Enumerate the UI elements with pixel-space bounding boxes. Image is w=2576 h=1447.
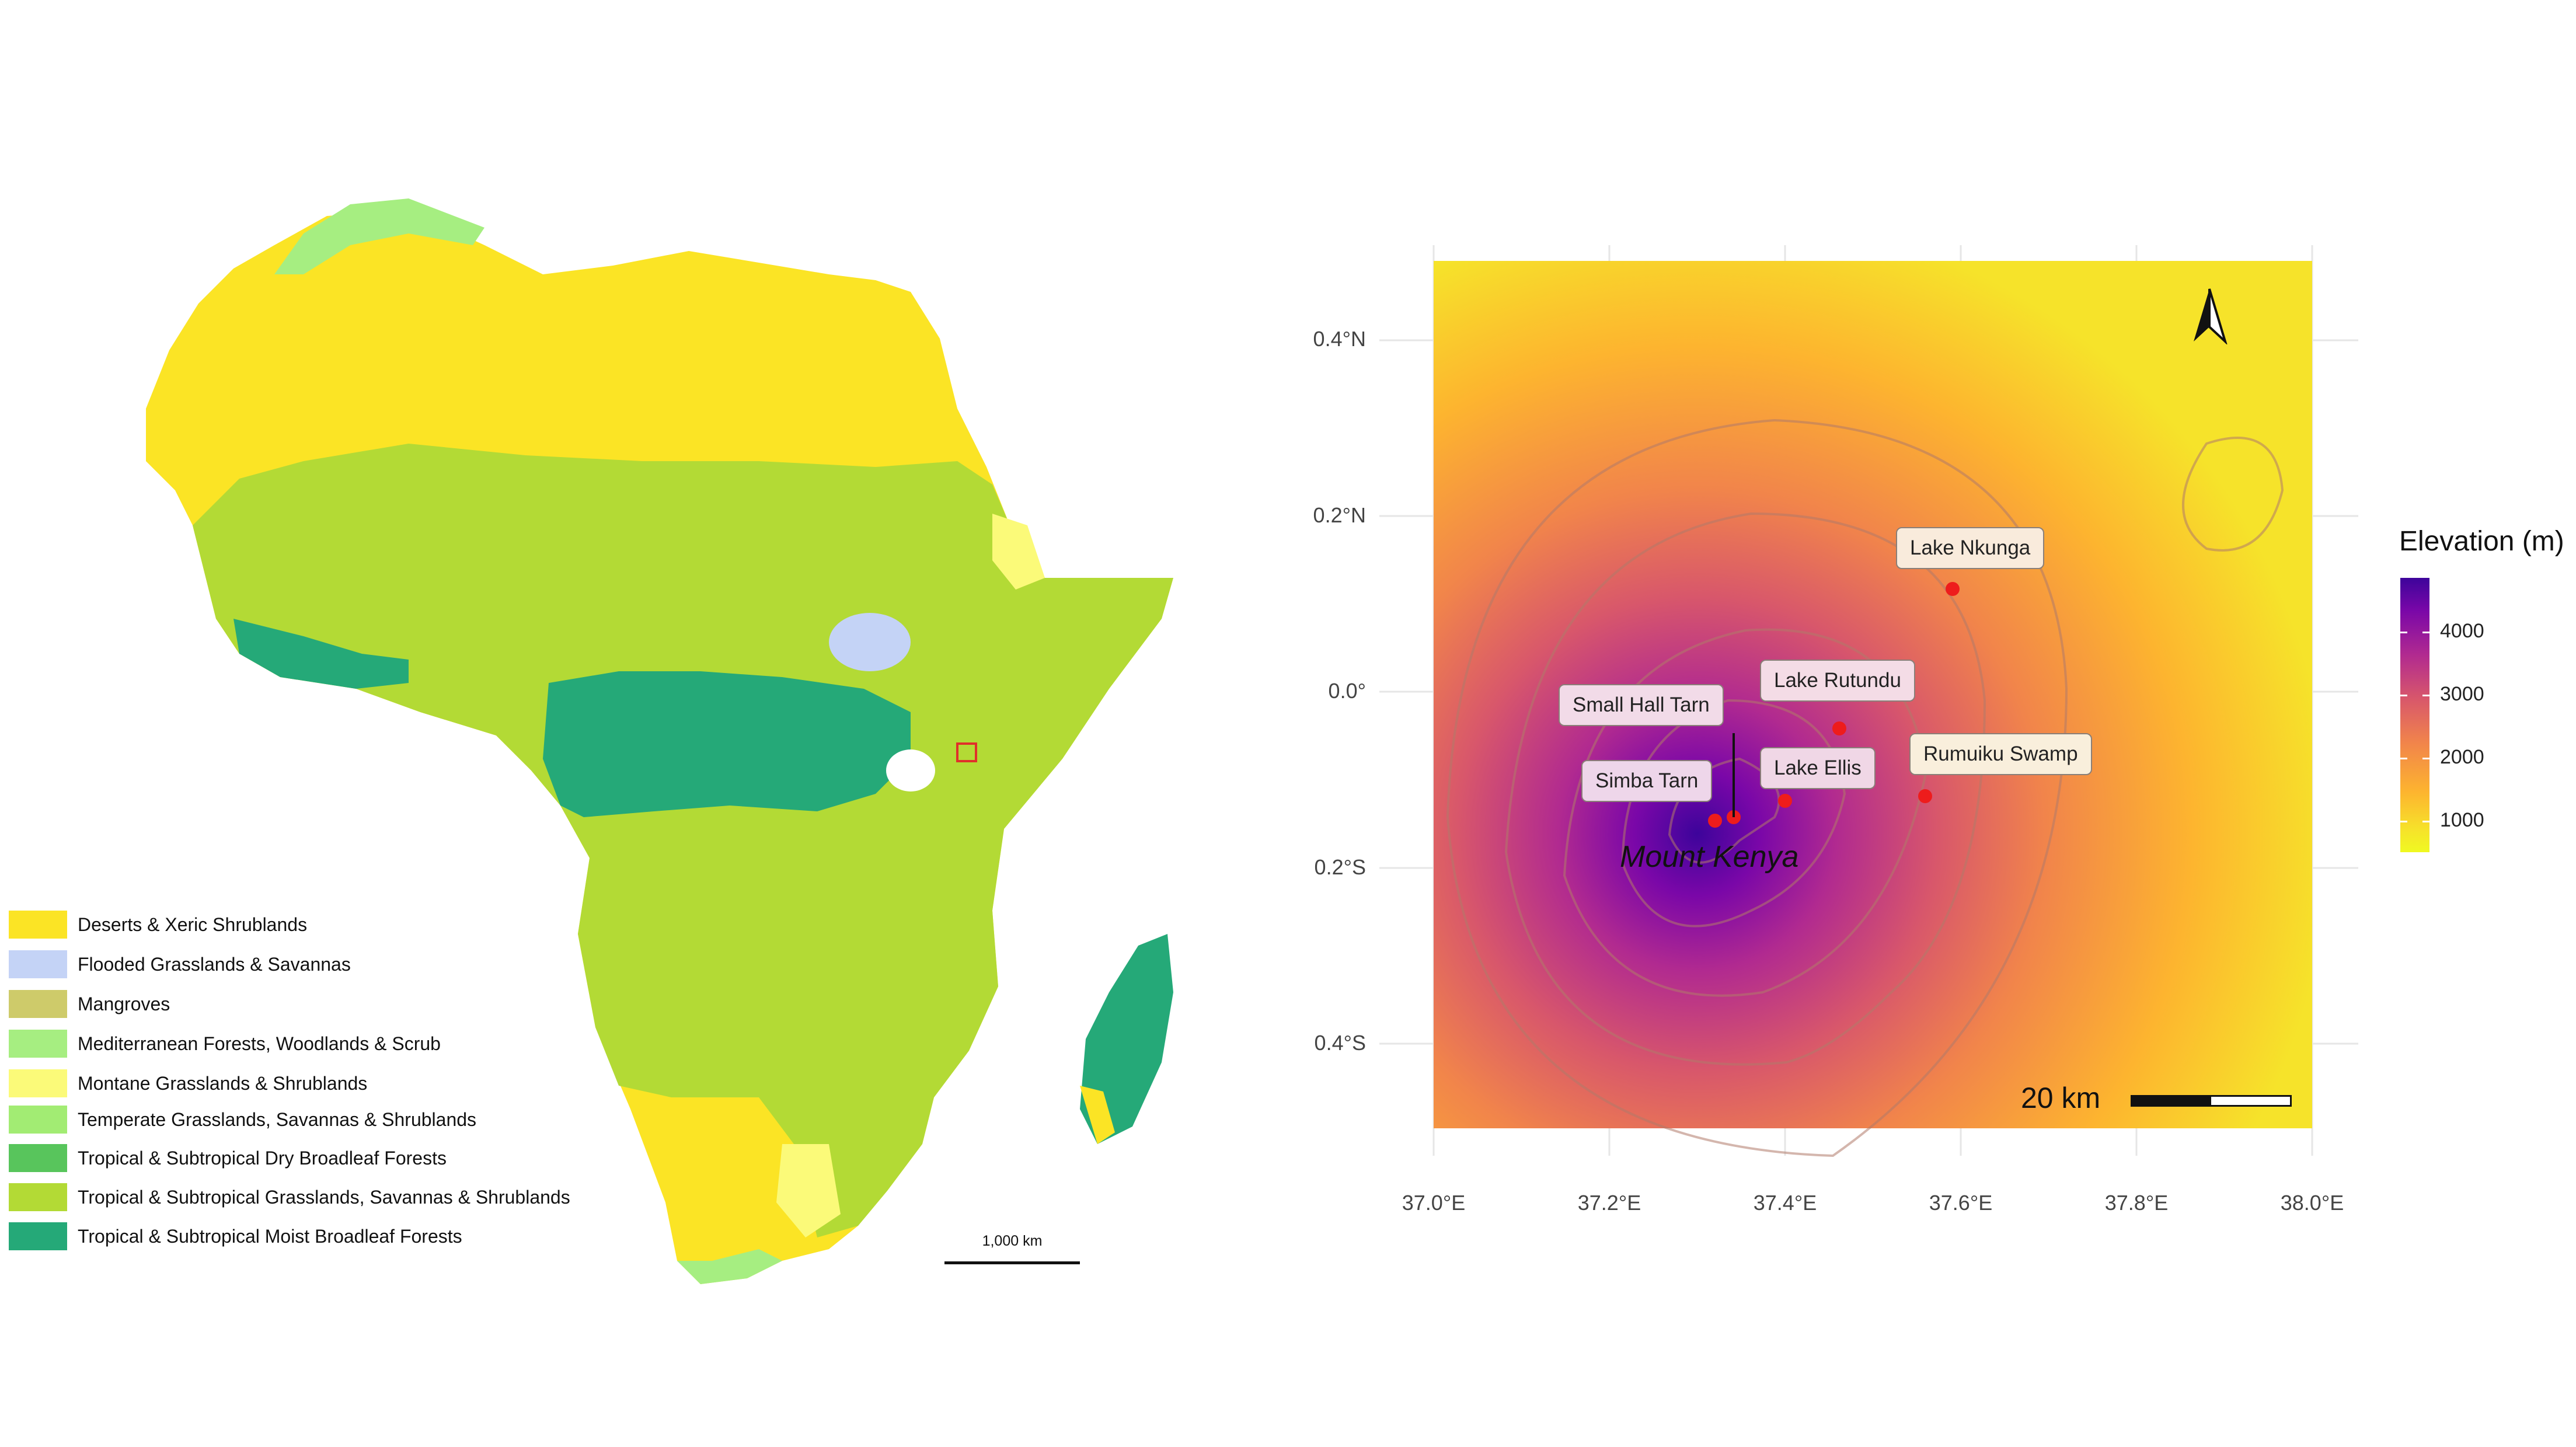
africa-mediterranean-south — [677, 1249, 782, 1284]
site-label-lake-rutundu: Lake Rutundu — [1760, 660, 1915, 702]
mount-kenya-elevation-map: 0.4°N 0.2°N 0.0° 0.2°S 0.4°S 37.0°E 37.2… — [1249, 0, 2576, 1447]
legend-label: Montane Grasslands & Shrublands — [78, 1073, 368, 1094]
legend-label: Temperate Grasslands, Savannas & Shrubla… — [78, 1109, 477, 1130]
x-tick-label: 38.0°E — [2280, 1191, 2344, 1215]
y-tick-label: 0.2°N — [1313, 503, 1366, 527]
site-point-simba-tarn — [1708, 814, 1722, 828]
africa-scale-bar: 1,000 km — [944, 1233, 1080, 1268]
legend-label: Tropical & Subtropical Moist Broadleaf F… — [78, 1226, 462, 1247]
site-label-small-hall-tarn: Small Hall Tarn — [1559, 684, 1724, 726]
africa-moist-forest-congo — [543, 671, 911, 817]
colorbar-tick-label: 1000 — [2440, 809, 2484, 831]
legend-swatch — [9, 1222, 67, 1250]
legend-label: Mangroves — [78, 993, 170, 1014]
elevation-map-canvas — [1379, 245, 2358, 1157]
africa-flooded-chad — [829, 613, 911, 671]
colorbar-tick-label: 2000 — [2440, 746, 2484, 768]
site-point-lake-nkunga — [1946, 582, 1960, 596]
africa-lake-victoria — [886, 749, 935, 792]
x-tick-label: 37.2°E — [1577, 1191, 1641, 1215]
legend-label: Mediterranean Forests, Woodlands & Scrub — [78, 1033, 441, 1054]
kenya-scale-label: 20 km — [2021, 1082, 2101, 1114]
site-point-lake-ellis — [1778, 794, 1792, 808]
legend-swatch — [9, 1030, 67, 1058]
site-label-rumuiku-swamp: Rumuiku Swamp — [1909, 733, 2092, 775]
legend-swatch — [9, 1106, 67, 1134]
site-point-lake-rutundu — [1832, 721, 1846, 735]
africa-scale-line — [944, 1261, 1080, 1264]
africa-map-canvas — [146, 198, 1173, 1284]
site-label-lake-ellis: Lake Ellis — [1760, 747, 1876, 789]
colorbar-title: Elevation (m) — [2399, 526, 2564, 557]
legend-label: Flooded Grasslands & Savannas — [78, 954, 351, 975]
legend-swatch — [9, 950, 67, 978]
africa-madagascar-desert — [1080, 1086, 1115, 1144]
north-arrow-icon — [2194, 288, 2228, 344]
africa-mediterranean-nw — [274, 198, 484, 274]
elevation-colorbar — [2400, 578, 2429, 852]
y-tick-label: 0.4°N — [1313, 327, 1366, 351]
legend-swatch — [9, 1069, 67, 1097]
x-tick-label: 37.0°E — [1402, 1191, 1466, 1215]
africa-savanna-belt — [193, 444, 1173, 1237]
africa-ecoregion-map: Deserts & Xeric Shrublands Flooded Grass… — [0, 0, 1249, 1447]
inset-box — [956, 742, 977, 762]
x-tick-label: 37.8°E — [2104, 1191, 2169, 1215]
site-label-simba-tarn: Simba Tarn — [1581, 760, 1713, 802]
legend-swatch — [9, 1183, 67, 1211]
site-label-lake-nkunga: Lake Nkunga — [1896, 527, 2045, 569]
africa-montane-east — [992, 514, 1045, 590]
site-point-rumuiku-swamp — [1918, 789, 1932, 803]
x-tick-label: 37.6°E — [1929, 1191, 1993, 1215]
y-tick-label: 0.0° — [1328, 679, 1366, 703]
kenya-scale-bar — [2131, 1095, 2292, 1107]
legend-swatch — [9, 1144, 67, 1172]
legend-swatch — [9, 911, 67, 939]
mount-kenya-label: Mount Kenya — [1620, 840, 1799, 874]
y-tick-label: 0.2°S — [1314, 855, 1366, 879]
africa-scale-label: 1,000 km — [982, 1233, 1043, 1249]
colorbar-tick-label: 4000 — [2440, 620, 2484, 642]
legend-label: Tropical & Subtropical Grasslands, Savan… — [78, 1187, 570, 1208]
legend-swatch — [9, 990, 67, 1018]
x-tick-label: 37.4°E — [1753, 1191, 1817, 1215]
africa-montane-south — [776, 1144, 841, 1237]
legend-label: Deserts & Xeric Shrublands — [78, 914, 308, 935]
legend-label: Tropical & Subtropical Dry Broadleaf For… — [78, 1148, 447, 1169]
africa-moist-forest-west — [233, 619, 409, 689]
colorbar-tick-label: 3000 — [2440, 683, 2484, 705]
y-tick-label: 0.4°S — [1314, 1031, 1366, 1055]
